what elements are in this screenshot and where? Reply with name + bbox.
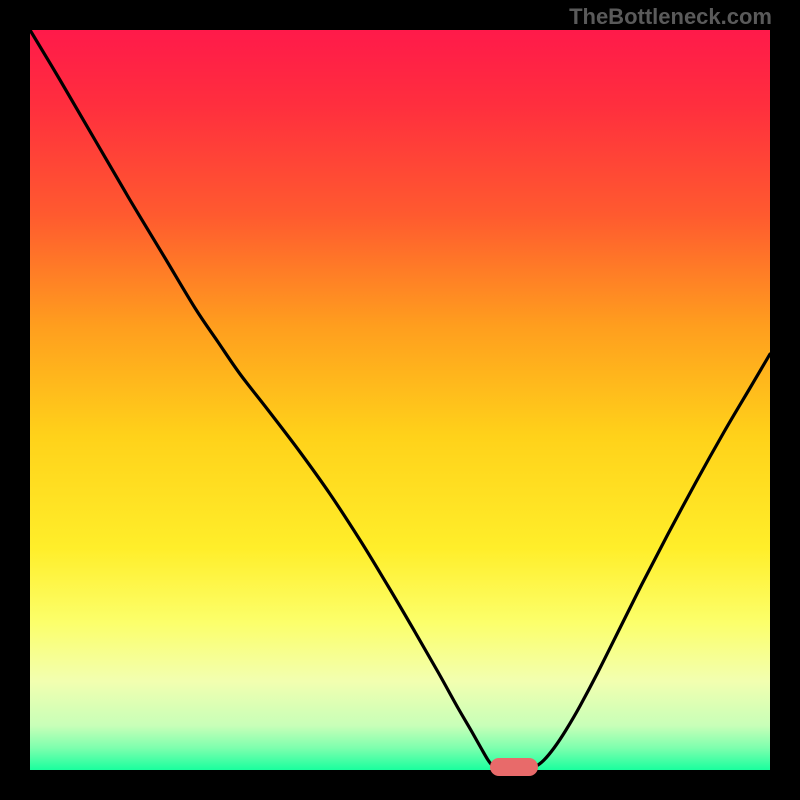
chart-container: TheBottleneck.com	[0, 0, 800, 800]
watermark-text: TheBottleneck.com	[569, 4, 772, 30]
optimum-marker	[490, 758, 538, 776]
plot-area	[30, 30, 770, 770]
